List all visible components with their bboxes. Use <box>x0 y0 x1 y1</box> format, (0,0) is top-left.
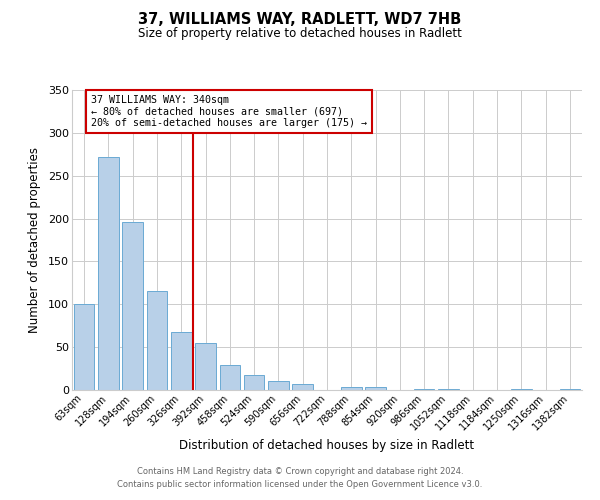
Bar <box>171 332 191 390</box>
Bar <box>146 290 167 390</box>
X-axis label: Distribution of detached houses by size in Radlett: Distribution of detached houses by size … <box>179 439 475 452</box>
Y-axis label: Number of detached properties: Number of detached properties <box>28 147 41 333</box>
Text: 37, WILLIAMS WAY, RADLETT, WD7 7HB: 37, WILLIAMS WAY, RADLETT, WD7 7HB <box>139 12 461 28</box>
Bar <box>560 389 580 390</box>
Bar <box>341 386 362 390</box>
Bar <box>511 389 532 390</box>
Bar <box>438 389 459 390</box>
Bar <box>74 304 94 390</box>
Bar <box>365 386 386 390</box>
Bar <box>220 365 240 390</box>
Bar <box>292 384 313 390</box>
Bar <box>122 222 143 390</box>
Text: Contains HM Land Registry data © Crown copyright and database right 2024.: Contains HM Land Registry data © Crown c… <box>137 467 463 476</box>
Bar <box>414 389 434 390</box>
Bar <box>244 376 265 390</box>
Bar <box>195 343 216 390</box>
Text: Size of property relative to detached houses in Radlett: Size of property relative to detached ho… <box>138 28 462 40</box>
Text: Contains public sector information licensed under the Open Government Licence v3: Contains public sector information licen… <box>118 480 482 489</box>
Text: 37 WILLIAMS WAY: 340sqm
← 80% of detached houses are smaller (697)
20% of semi-d: 37 WILLIAMS WAY: 340sqm ← 80% of detache… <box>91 95 367 128</box>
Bar <box>98 157 119 390</box>
Bar <box>268 382 289 390</box>
